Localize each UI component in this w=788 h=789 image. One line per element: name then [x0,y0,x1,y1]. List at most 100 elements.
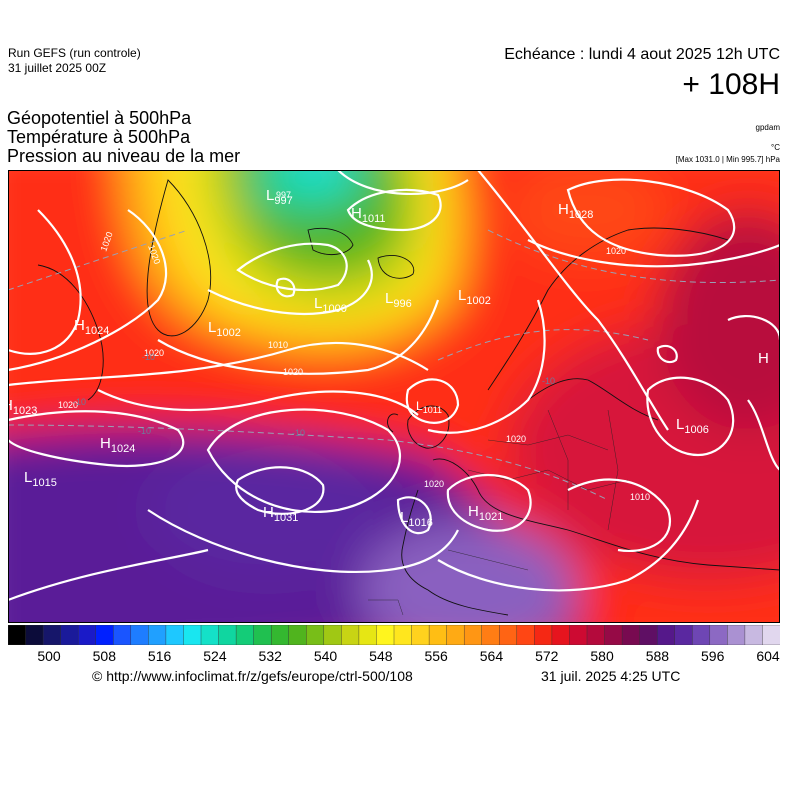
colorbar [8,625,780,645]
colorbar-swatch [8,625,27,645]
isotherm-value-labels: -10 -10 -10 -10 -10 [73,352,555,438]
isotherm-label: -10 [73,397,86,407]
low-center-label: L1011 [416,399,442,415]
credit-link[interactable]: © http://www.infoclimat.fr/z/gefs/europe… [92,668,413,684]
colorbar-tick-label: 564 [479,648,504,664]
colorbar-swatch [393,625,413,645]
colorbar-swatch [639,625,658,645]
colorbar-swatch [95,625,114,645]
colorbar-swatch [77,625,97,645]
colorbar-swatch [604,625,623,645]
colorbar-tick-label: 540 [313,648,338,664]
low-center-label: L1006 [676,416,709,436]
colorbar-swatch [270,625,290,645]
colorbar-swatch [499,625,518,645]
colorbar-swatch [218,625,237,645]
colorbar-swatch [762,625,780,645]
colorbar-swatch [253,625,272,645]
colorbar-tick-label: 588 [645,648,670,664]
unit-pressure-range: [Max 1031.0 | Min 995.7] hPa [675,155,780,164]
high-center-label: H1023 [8,397,37,417]
isotherm-label: -10 [142,352,155,362]
colorbar-tick-label: 524 [203,648,227,664]
run-date: 31 juillet 2025 00Z [8,61,107,75]
colorbar-swatch [183,625,202,645]
unit-temperature: °C [771,143,780,152]
colorbar-swatch [674,625,693,645]
colorbar-swatch [463,625,483,645]
colorbar-swatch [551,625,570,645]
colorbar-tick-label: 548 [369,648,393,664]
high-center-label: H1028 [558,201,593,221]
valid-time: Echéance : lundi 4 aout 2025 12h UTC [504,46,780,63]
colorbar-swatch [411,625,430,645]
isobar-label: 1020 [283,367,303,377]
colorbar-swatch [25,625,44,645]
colorbar-tick-label: 604 [756,648,780,664]
isotherm-label: -10 [292,428,305,438]
colorbar-swatch [42,625,62,645]
colorbar-swatch [481,625,500,645]
generation-timestamp: 31 juil. 2025 4:25 UTC [541,668,681,684]
colorbar-swatch [235,625,255,645]
colorbar-swatch [516,625,535,645]
colorbar-swatch [727,625,746,645]
colorbar-swatch [288,625,307,645]
country-borders [368,409,629,616]
high-center-label: H [758,350,769,367]
run-title: Run GEFS (run controle) [8,46,141,60]
colorbar-tick-label: 572 [535,648,559,664]
isobar-label: 1020 [144,348,164,358]
colorbar-tick-label: 580 [590,648,614,664]
isobar-label: 1020 [424,479,444,489]
colorbar-labels: 500 508 516 524 532 540 548 556 564 572 580 588 596 6… [8,648,780,668]
param-geopotential: Géopotentiel à 500hPa [7,108,192,128]
colorbar-tick-label: 556 [424,648,448,664]
high-center-label: H1024 [100,435,135,455]
low-center-label: L996 [385,290,412,310]
colorbar-swatch [60,625,79,645]
high-center-label: H1024 [74,317,109,337]
colorbar-tick-label: 516 [147,648,172,664]
colorbar-swatch [148,625,167,645]
colorbar-swatch [341,625,360,645]
colorbar-swatch [323,625,342,645]
colorbar-swatch [709,625,728,645]
colorbar-swatch [200,625,220,645]
colorbar-swatch [428,625,448,645]
isobar-label: 1020 [506,434,526,444]
low-center-label: L997 [266,187,293,207]
high-center-label: H1011 [351,205,386,225]
colorbar-swatch [130,625,149,645]
high-center-label: H1031 [263,504,298,524]
colorbar-swatch [113,625,132,645]
colorbar-tick-label: 508 [92,648,116,664]
isobars [8,170,780,602]
weather-map: H1023 H1024 H1024 H1028 H1031 H1021 H101… [8,170,780,623]
colorbar-swatch [586,625,606,645]
colorbar-tick-label: 596 [701,648,725,664]
colorbar-swatch [165,625,184,645]
low-center-label: L1002 [208,319,241,339]
isotherms [8,229,780,501]
colorbar-swatch [376,625,395,645]
isotherm-label: -10 [542,376,555,386]
colorbar-swatch [306,625,325,645]
isobar-label: 1020 [58,400,78,410]
isotherm-label: -10 [138,426,151,436]
colorbar-swatch [569,625,588,645]
colorbar-swatch [534,625,553,645]
low-center-label: L1016 [400,509,433,529]
param-temperature: Température à 500hPa [7,127,191,147]
low-center-label: L1015 [24,469,57,489]
isobar-label: 1010 [630,492,650,502]
colorbar-swatch [621,625,641,645]
pressure-centers: H1023 H1024 H1024 H1028 H1031 H1021 H101… [8,187,769,529]
colorbar-swatch [692,625,711,645]
colorbar-swatch [446,625,465,645]
low-center-label: L1000 [314,295,347,315]
param-pressure: Pression au niveau de la mer [7,146,241,166]
colorbar-swatch [656,625,676,645]
isobar-label: 997 [276,190,291,200]
colorbar-swatch [744,625,763,645]
